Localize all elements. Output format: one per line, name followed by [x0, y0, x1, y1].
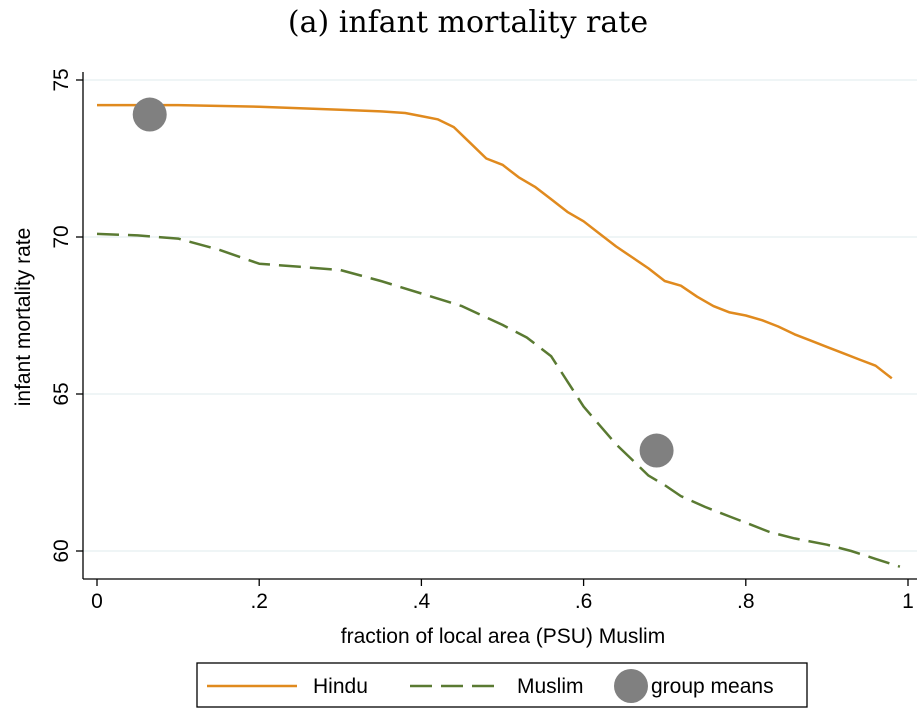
- group-mean-point: [639, 433, 674, 468]
- group-means-layer: [132, 97, 674, 468]
- series-line-muslim: [96, 232, 901, 568]
- y-axis-label: infant mortality rate: [12, 228, 35, 407]
- y-tick-label: 75: [50, 68, 73, 91]
- gridlines: [83, 79, 917, 552]
- axis-ticks: 60 65 70 75 0 .2 .4 .6 .8 1: [50, 68, 914, 613]
- axes: [82, 72, 917, 580]
- x-tick-label: .8: [737, 590, 755, 613]
- legend-box: [196, 662, 808, 708]
- y-tick-label: 70: [50, 225, 73, 248]
- legend-muslim-label: Muslim: [517, 675, 584, 698]
- series-line-hindu: [97, 103, 893, 380]
- x-tick-label: 1: [902, 590, 914, 613]
- y-tick-label: 60: [50, 539, 73, 562]
- x-axis-label: fraction of local area (PSU) Muslim: [341, 625, 665, 648]
- x-tick-label: 0: [91, 590, 103, 613]
- x-tick-label: .6: [575, 590, 593, 613]
- x-tick-label: .4: [413, 590, 431, 613]
- legend-group-means-label: group means: [651, 675, 774, 698]
- y-tick-label: 65: [50, 382, 73, 405]
- chart-title: (a) infant mortality rate: [288, 5, 648, 40]
- x-tick-label: .2: [250, 590, 268, 613]
- group-mean-point: [132, 97, 167, 132]
- legend-group-means-marker: [614, 669, 648, 703]
- legend: Hindu Muslim group means: [196, 662, 808, 708]
- legend-hindu-label: Hindu: [313, 675, 368, 698]
- series-layer: [96, 103, 901, 568]
